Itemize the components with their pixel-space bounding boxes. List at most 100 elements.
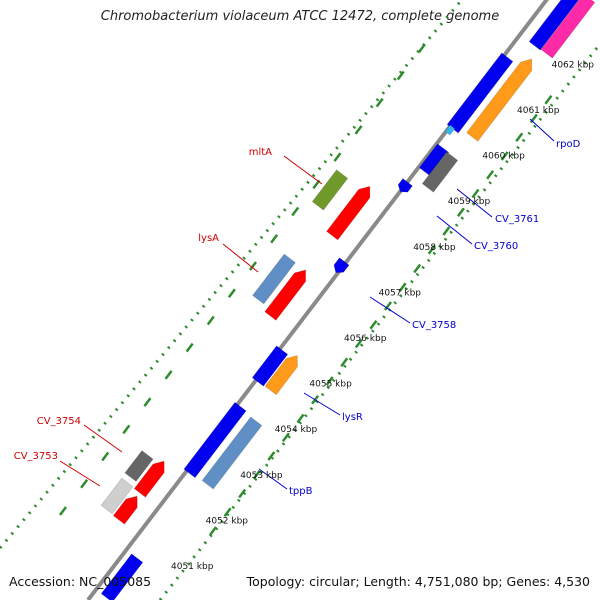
tick-label: 4061 kbp [517, 106, 560, 116]
gene-mltA [311, 169, 349, 211]
gc-tick [59, 506, 67, 516]
gc-tick [101, 451, 110, 462]
callout-line [258, 468, 288, 490]
gc-tick [500, 151, 509, 161]
gc-track-outer [0, 0, 464, 549]
gc-tick [143, 397, 152, 407]
gene-rpoD [466, 58, 533, 142]
callout-line [456, 188, 493, 218]
gc-tick [369, 320, 378, 330]
gene-label: mltA [249, 147, 272, 158]
gene-label: lysA [198, 233, 219, 244]
gc-tick [223, 507, 232, 517]
gc-tick [486, 170, 495, 180]
gene-label: CV_3760 [474, 241, 518, 252]
gc-tick [398, 282, 407, 292]
callout-line [83, 424, 123, 453]
gene-label: lysR [342, 412, 363, 423]
tick-label: 4055 kbp [309, 380, 352, 390]
gc-tick [252, 470, 261, 480]
kbp-ticks: 4051 kbp 4052 kbp 4053 kbp 4054 kbp 4055 kbp… [171, 60, 594, 572]
gene-blue-outer [183, 401, 247, 479]
tick-label: 4056 kbp [344, 334, 387, 344]
gene-red-cv3753 [112, 495, 138, 525]
gc-tick [296, 413, 305, 424]
callout-line [303, 392, 341, 416]
tick-label: 4051 kbp [171, 562, 214, 572]
callout-line [369, 296, 411, 324]
gene-cv3760 [397, 178, 413, 193]
gene-tppB [201, 416, 263, 490]
tick-label: 4054 kbp [275, 425, 318, 435]
gene-cyan [444, 124, 456, 136]
gc-tick [291, 206, 300, 217]
gene-callouts [59, 118, 555, 490]
gene-cv3754 [124, 450, 154, 482]
gene-blue-top [446, 52, 514, 134]
gc-tick [238, 488, 247, 499]
gene-blue-mid [251, 345, 289, 387]
gene-red-lysA [264, 269, 307, 321]
gc-tick [325, 376, 334, 386]
gc-tick [354, 125, 363, 135]
gc-track-inner [158, 43, 600, 600]
gene-features [100, 0, 596, 600]
gc-tick [267, 451, 276, 461]
gc-tick [164, 370, 173, 380]
callout-line [436, 215, 473, 245]
gc-tick [471, 188, 480, 199]
gene-label: CV_3754 [37, 416, 81, 427]
gene-red-cv3754 [133, 460, 165, 498]
tick-label: 4062 kbp [552, 60, 595, 70]
gene-magenta [540, 0, 596, 59]
tick-label: 4052 kbp [206, 516, 249, 526]
tick-label: 4057 kbp [379, 288, 422, 298]
gene-label: tppB [289, 486, 313, 497]
gene-blue-corner [528, 0, 584, 51]
gene-label: CV_3758 [412, 320, 456, 331]
gene-label: CV_3753 [14, 451, 58, 462]
gene-blue-upper [418, 143, 450, 177]
gc-tick [185, 342, 194, 353]
gc-tick [413, 263, 422, 274]
gc-tick [333, 152, 342, 162]
gene-lysR [264, 354, 298, 396]
gc-tick [354, 338, 363, 349]
gene-lysA [252, 253, 296, 305]
gc-tick [515, 132, 524, 142]
gc-tick [227, 288, 236, 298]
gc-tick [427, 245, 436, 255]
tick-label: 4060 kbp [482, 152, 525, 162]
callout-line [283, 155, 323, 185]
gc-tick [249, 261, 257, 271]
gc-tick [340, 357, 349, 367]
genome-summary: Topology: circular; Length: 4,751,080 bp… [246, 574, 590, 589]
gene-cv3753 [100, 477, 134, 515]
gc-tick [281, 432, 290, 442]
callout-line [222, 243, 259, 273]
gc-tick [417, 43, 426, 53]
gene-blue-bottom [100, 553, 144, 600]
tick-label: 4059 kbp [448, 197, 491, 207]
map-title: Chromobacterium violaceum ATCC 12472, co… [100, 9, 500, 24]
tick-label: 4058 kbp [413, 243, 456, 253]
gc-tick [544, 95, 553, 105]
gene-cv3761 [421, 151, 459, 193]
gc-tick [209, 526, 217, 536]
gene-red-upper [326, 185, 371, 241]
gc-tick [206, 315, 215, 326]
gc-tick [270, 234, 279, 244]
gc-tick [396, 70, 405, 81]
gc-tick [375, 97, 384, 108]
callout-line [529, 118, 555, 142]
accession-text: Accession: NC_005085 [9, 574, 152, 589]
gc-tick [442, 226, 451, 236]
gc-tick [384, 301, 392, 311]
callout-line [59, 460, 101, 487]
tick-label: 4053 kbp [240, 471, 283, 481]
gene-cv3758 [333, 257, 350, 273]
gene-labels: mltA lysA CV_3754 CV_3753 rpoD CV_3761 CV_3760… [14, 139, 581, 497]
gene-label: CV_3761 [495, 214, 539, 225]
gc-tick [122, 424, 131, 435]
